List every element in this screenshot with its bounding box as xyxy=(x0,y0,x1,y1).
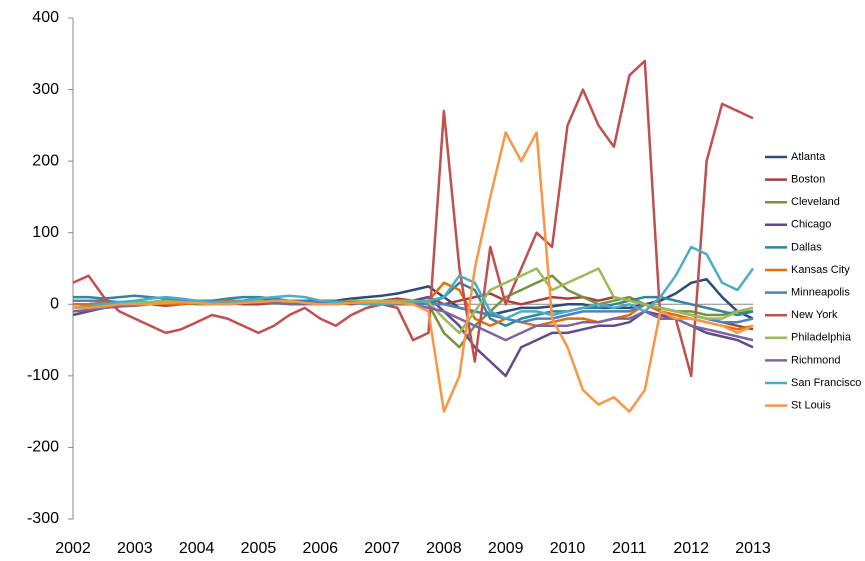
legend-label: Chicago xyxy=(791,219,831,231)
legend-label: Dallas xyxy=(791,241,822,253)
legend-label: Atlanta xyxy=(791,151,826,163)
y-tick-label: 200 xyxy=(32,152,59,169)
x-tick-label: 2008 xyxy=(426,540,462,557)
series-line xyxy=(73,131,754,413)
x-tick-label: 2011 xyxy=(612,540,647,557)
x-tick-label: 2013 xyxy=(735,540,771,557)
x-tick-label: 2007 xyxy=(364,540,400,557)
y-tick-label: 400 xyxy=(32,9,59,26)
legend-label: Boston xyxy=(791,174,825,186)
x-tick-label: 2005 xyxy=(241,540,277,557)
x-tick-label: 2009 xyxy=(488,540,524,557)
legend-label: St Louis xyxy=(791,400,831,412)
y-tick-label: 0 xyxy=(50,296,59,313)
legend-label: Cleveland xyxy=(791,196,840,208)
y-tick-label: 100 xyxy=(32,224,59,241)
x-tick-label: 2004 xyxy=(179,540,215,557)
series-line xyxy=(72,245,755,320)
x-tick-label: 2012 xyxy=(673,540,709,557)
x-tick-label: 2006 xyxy=(302,540,338,557)
x-tick-label: 2003 xyxy=(117,540,153,557)
legend-label: Minneapolis xyxy=(791,287,850,299)
legend-label: Philadelphia xyxy=(791,332,852,344)
series-line xyxy=(72,274,753,349)
x-tick-label: 2010 xyxy=(550,540,586,557)
legend-label: Richmond xyxy=(791,354,841,366)
y-tick-label: -300 xyxy=(27,510,59,527)
y-tick-label: -100 xyxy=(27,367,59,384)
legend-label: San Francisco xyxy=(791,377,861,389)
legend-label: Kansas City xyxy=(791,264,850,276)
y-tick-label: -200 xyxy=(27,439,59,456)
series-line xyxy=(72,267,754,335)
y-tick-label: 300 xyxy=(32,81,59,98)
legend-label: New York xyxy=(791,309,838,321)
x-tick-label: 2002 xyxy=(55,540,91,557)
series-line xyxy=(72,59,754,378)
